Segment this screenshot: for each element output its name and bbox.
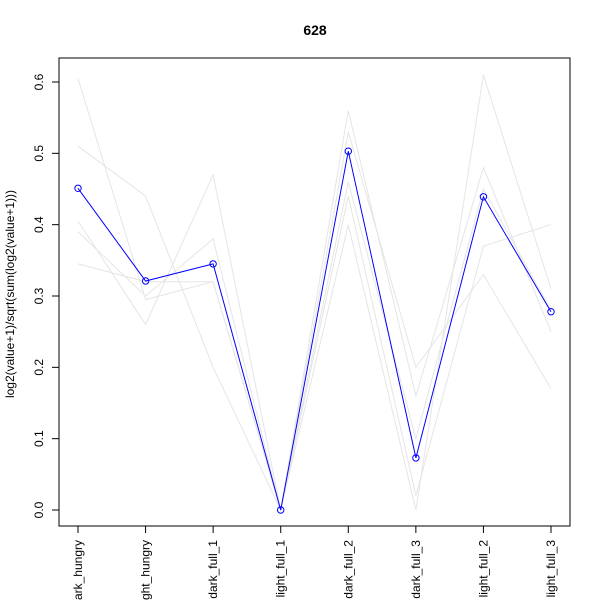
y-tick-label: 0.6: [32, 73, 46, 90]
highlight-point-dark_full_1: [209, 260, 217, 268]
highlight-point-light_full_3: [547, 308, 555, 316]
highlight-point-light_full_2: [479, 193, 488, 201]
background-series-group: [77, 74, 552, 512]
x-tick-label: dark_full_2: [341, 540, 355, 599]
background-series-line-1: [77, 74, 552, 512]
y-axis-label: log2(value+1)/sqrt(sum(log2(value+1))): [3, 190, 17, 398]
highlight-point-dark_full_2: [344, 147, 352, 155]
x-axis: ark_hungry ght_hungry dark_full_1 light_ful…: [71, 526, 558, 600]
plot-frame: [58, 57, 571, 527]
background-series-line-2: [77, 110, 552, 512]
background-series-line-5: [77, 181, 552, 511]
highlight-point-dark_full_3: [412, 454, 420, 462]
chart-title: 628: [303, 22, 327, 38]
x-tick-label: light_full_2: [476, 540, 490, 598]
highlight-point-light_hungry: [141, 277, 150, 285]
x-tick-label: dark_full_1: [206, 540, 220, 599]
x-tick-label: ght_hungry: [139, 540, 153, 600]
x-tick-label: light_full_1: [274, 540, 288, 598]
y-tick-label: 0.3: [32, 287, 46, 304]
y-tick-label: 0.0: [32, 501, 46, 518]
highlight-point-light_full_1: [277, 506, 285, 514]
highlight-series-line: [77, 151, 552, 511]
highlight-point-dark_hungry: [74, 184, 82, 193]
highlight-series-group: [74, 147, 555, 514]
y-tick-label: 0.1: [32, 430, 46, 447]
y-tick-label: 0.4: [32, 216, 46, 233]
y-tick-label: 0.5: [32, 145, 46, 162]
y-tick-label: 0.2: [32, 359, 46, 376]
x-tick-label: light_full_3: [544, 540, 558, 598]
x-tick-label: ark_hungry: [71, 540, 85, 600]
background-series-line-3: [77, 131, 552, 511]
x-tick-label: dark_full_3: [409, 540, 423, 599]
background-series-line-4: [77, 195, 552, 511]
